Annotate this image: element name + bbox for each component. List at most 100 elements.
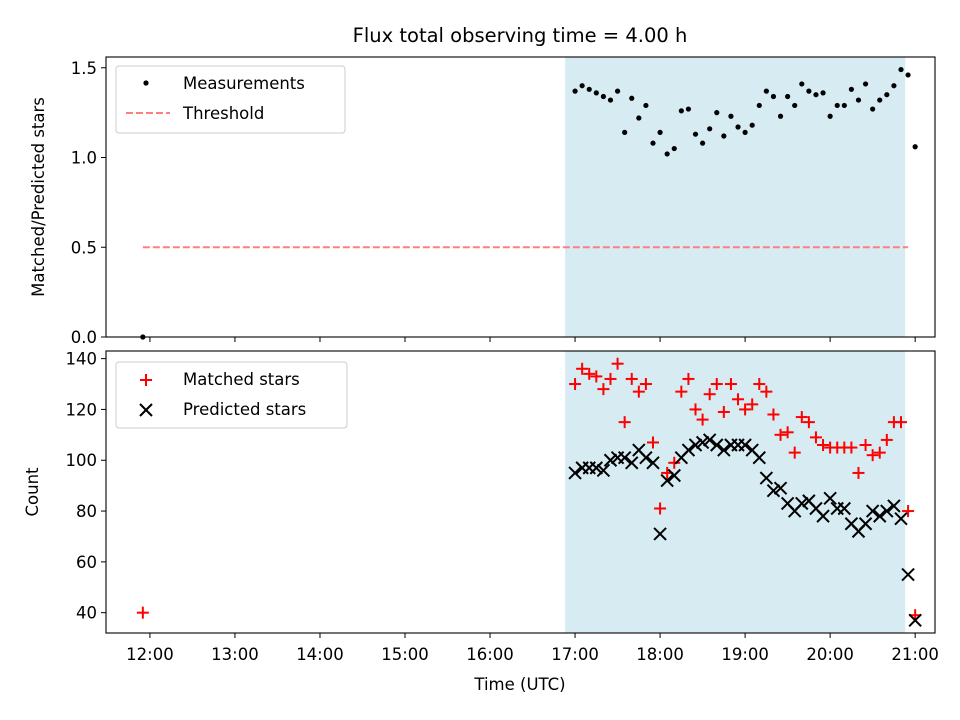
measurement-point xyxy=(749,122,755,128)
matched-star-point xyxy=(703,388,716,401)
legend-predicted-label: Predicted stars xyxy=(183,400,306,419)
count-panel: 40 60 80 100 120 140 12:00 13:00 14:00 15:00 16:0… xyxy=(23,350,939,694)
predicted-star-point xyxy=(823,491,837,506)
predicted-star-point xyxy=(660,473,674,488)
predicted-star-marker-b xyxy=(802,494,816,508)
predicted-star-point xyxy=(639,450,653,465)
count-axes-frame xyxy=(105,350,936,634)
measurement-point xyxy=(593,90,599,96)
matched-star-points xyxy=(136,357,922,622)
count-x-tick-label: 18:00 xyxy=(636,645,684,664)
matched-star-point xyxy=(689,403,702,416)
ratio-y-tick-label: 1.5 xyxy=(71,59,97,78)
measurement-point xyxy=(770,93,777,100)
measurement-point xyxy=(799,81,805,87)
matched-star-point xyxy=(576,362,589,375)
matched-star-point xyxy=(618,416,631,429)
legend-measurements-label: Measurements xyxy=(183,74,305,93)
matched-star-point xyxy=(732,393,745,406)
measurement-point xyxy=(614,88,621,94)
matched-star-point xyxy=(675,385,688,398)
matched-star-point xyxy=(136,606,149,619)
predicted-star-marker-b xyxy=(780,496,795,511)
predicted-star-point xyxy=(894,511,908,526)
ratio-axes-frame xyxy=(105,56,936,338)
predicted-star-point xyxy=(858,517,873,531)
measurement-point xyxy=(714,110,720,116)
measurement-point xyxy=(820,90,826,96)
count-legend-box xyxy=(115,361,348,429)
legend-matched-marker xyxy=(140,374,152,386)
measurement-point xyxy=(721,133,727,139)
matched-star-point xyxy=(597,383,610,396)
count-y-tick-label: 60 xyxy=(76,553,97,572)
measurement-point xyxy=(707,126,713,132)
measurement-point xyxy=(600,93,607,100)
matched-star-point xyxy=(817,439,830,451)
measurement-point xyxy=(664,151,670,157)
matched-star-point xyxy=(788,446,801,459)
predicted-star-marker-b xyxy=(766,484,781,498)
ratio-observing-window xyxy=(565,57,906,337)
chart-title: Flux total observing time = 4.00 h xyxy=(353,24,688,47)
ratio-x-ticks xyxy=(149,337,916,342)
matched-star-point xyxy=(746,398,759,411)
measurement-point xyxy=(898,66,904,73)
measurement-point xyxy=(777,113,784,119)
predicted-star-marker-b xyxy=(639,450,653,465)
matched-star-point xyxy=(781,426,794,439)
predicted-star-marker-b xyxy=(823,491,837,506)
predicted-star-marker-b xyxy=(865,504,880,518)
predicted-star-point xyxy=(688,438,703,452)
matched-star-point xyxy=(866,449,879,462)
matched-star-point xyxy=(802,416,815,429)
matched-star-point xyxy=(767,408,780,421)
predicted-star-point xyxy=(738,438,752,452)
matched-star-point xyxy=(894,416,907,429)
predicted-star-point xyxy=(589,461,604,475)
measurement-point xyxy=(572,88,578,94)
measurement-point xyxy=(905,72,911,78)
predicted-star-marker-b xyxy=(745,443,759,457)
measurement-point xyxy=(622,129,628,135)
count-legend: Matched stars Predicted stars xyxy=(115,361,348,429)
matched-star-point xyxy=(880,433,893,446)
measurement-point xyxy=(692,131,699,137)
measurement-point xyxy=(912,144,918,150)
predicted-star-marker-b xyxy=(646,456,660,470)
predicted-star-marker-b xyxy=(667,468,681,483)
ratio-y-axis-label: Matched/Predicted stars xyxy=(29,97,48,297)
predicted-star-point xyxy=(717,443,731,457)
matched-star-point xyxy=(590,370,603,383)
measurement-point xyxy=(586,86,592,92)
count-observing-window xyxy=(565,351,906,633)
measurement-point xyxy=(763,88,769,94)
predicted-star-marker-b xyxy=(752,450,766,465)
predicted-star-point xyxy=(887,499,901,513)
count-x-tick-label: 15:00 xyxy=(381,645,429,664)
measurement-point xyxy=(862,81,869,87)
measurement-point xyxy=(629,95,635,101)
predicted-star-marker-b xyxy=(632,443,646,457)
measurement-point xyxy=(884,92,890,98)
measurement-point xyxy=(841,102,847,109)
count-x-tick-label: 21:00 xyxy=(891,645,939,664)
matched-star-point xyxy=(668,456,681,469)
predicted-star-point xyxy=(653,527,667,541)
count-x-tick-label: 12:00 xyxy=(126,645,174,664)
measurement-point xyxy=(785,93,791,100)
ratio-y-tick-label: 1.0 xyxy=(71,149,97,168)
matched-star-point xyxy=(739,403,752,416)
predicted-star-point xyxy=(837,501,852,516)
predicted-star-marker-b xyxy=(894,511,908,526)
count-x-tick-label: 19:00 xyxy=(721,645,769,664)
predicted-star-marker-b xyxy=(738,438,752,452)
predicted-star-point xyxy=(681,443,696,457)
predicted-star-marker-b xyxy=(809,501,823,516)
predicted-star-marker-b xyxy=(702,433,717,447)
predicted-star-marker-b xyxy=(887,499,901,513)
measurement-point xyxy=(678,108,684,114)
measurement-point xyxy=(834,102,840,109)
predicted-star-marker-b xyxy=(816,509,830,523)
